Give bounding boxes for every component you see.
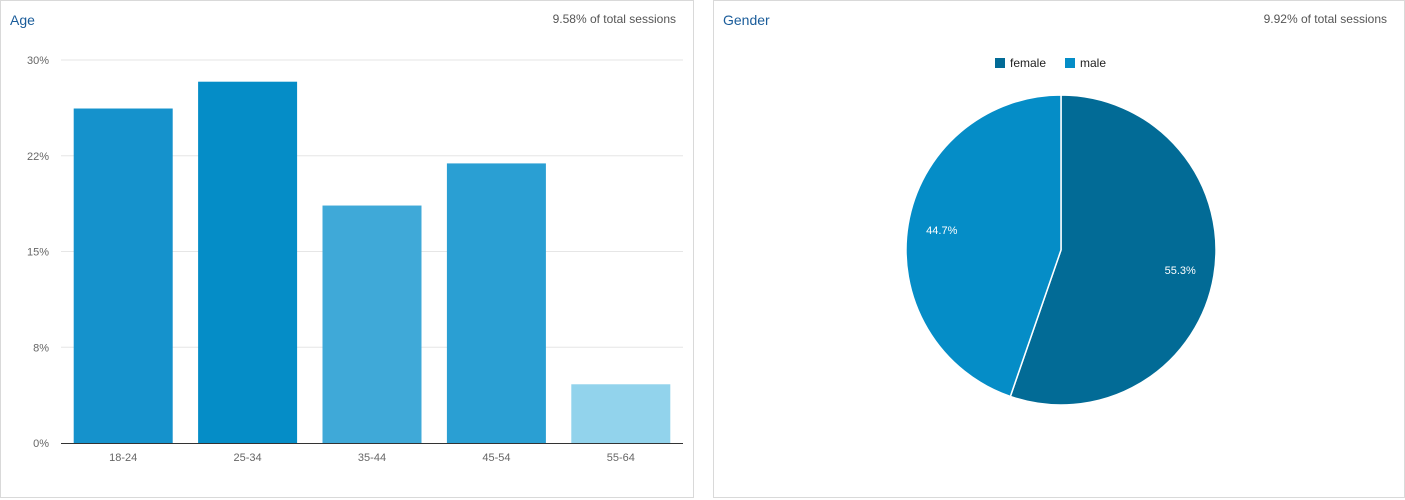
x-tick-label: 18-24: [109, 452, 137, 464]
gender-title: Gender: [723, 12, 770, 28]
y-tick-label: 15%: [27, 247, 49, 259]
bar-45-54[interactable]: [446, 163, 546, 443]
x-tick-label: 45-54: [482, 452, 510, 464]
y-tick-label: 30%: [27, 55, 49, 67]
y-tick-label: 22%: [27, 151, 49, 163]
x-tick-label: 55-64: [607, 452, 635, 464]
legend-label-male[interactable]: male: [1080, 56, 1106, 70]
y-tick-label: 8%: [33, 342, 49, 354]
legend-label-female[interactable]: female: [1010, 56, 1046, 70]
age-title: Age: [10, 12, 35, 28]
gender-sessions-percent: 9.92% of total sessions: [1263, 12, 1387, 26]
pie-value-label: 44.7%: [926, 225, 957, 237]
bar-25-34[interactable]: [198, 81, 298, 443]
pie-slice-male[interactable]: [905, 94, 1062, 398]
age-sessions-percent: 9.58% of total sessions: [552, 12, 676, 26]
y-tick-label: 0%: [33, 438, 49, 450]
pie-value-label: 55.3%: [1165, 265, 1196, 277]
bar-35-44[interactable]: [322, 205, 422, 443]
legend-swatch-female: [995, 58, 1005, 68]
legend-swatch-male: [1065, 58, 1075, 68]
gender-pie-chart: female male 55.3% 44.7%: [905, 56, 1217, 406]
bar-55-64[interactable]: [571, 384, 671, 443]
bar-18-24[interactable]: [73, 108, 173, 443]
x-tick-label: 25-34: [234, 452, 262, 464]
gender-card: Gender 9.92% of total sessions female mal…: [713, 0, 1405, 498]
x-tick-label: 35-44: [358, 452, 386, 464]
age-bar-chart: 0% 8% 15% 22% 30% 18-24 25-34 35-44 45-54 55-64: [27, 55, 683, 464]
age-card: Age 9.58% of total sessions 0% 8% 15% 22% 30…: [0, 0, 694, 498]
